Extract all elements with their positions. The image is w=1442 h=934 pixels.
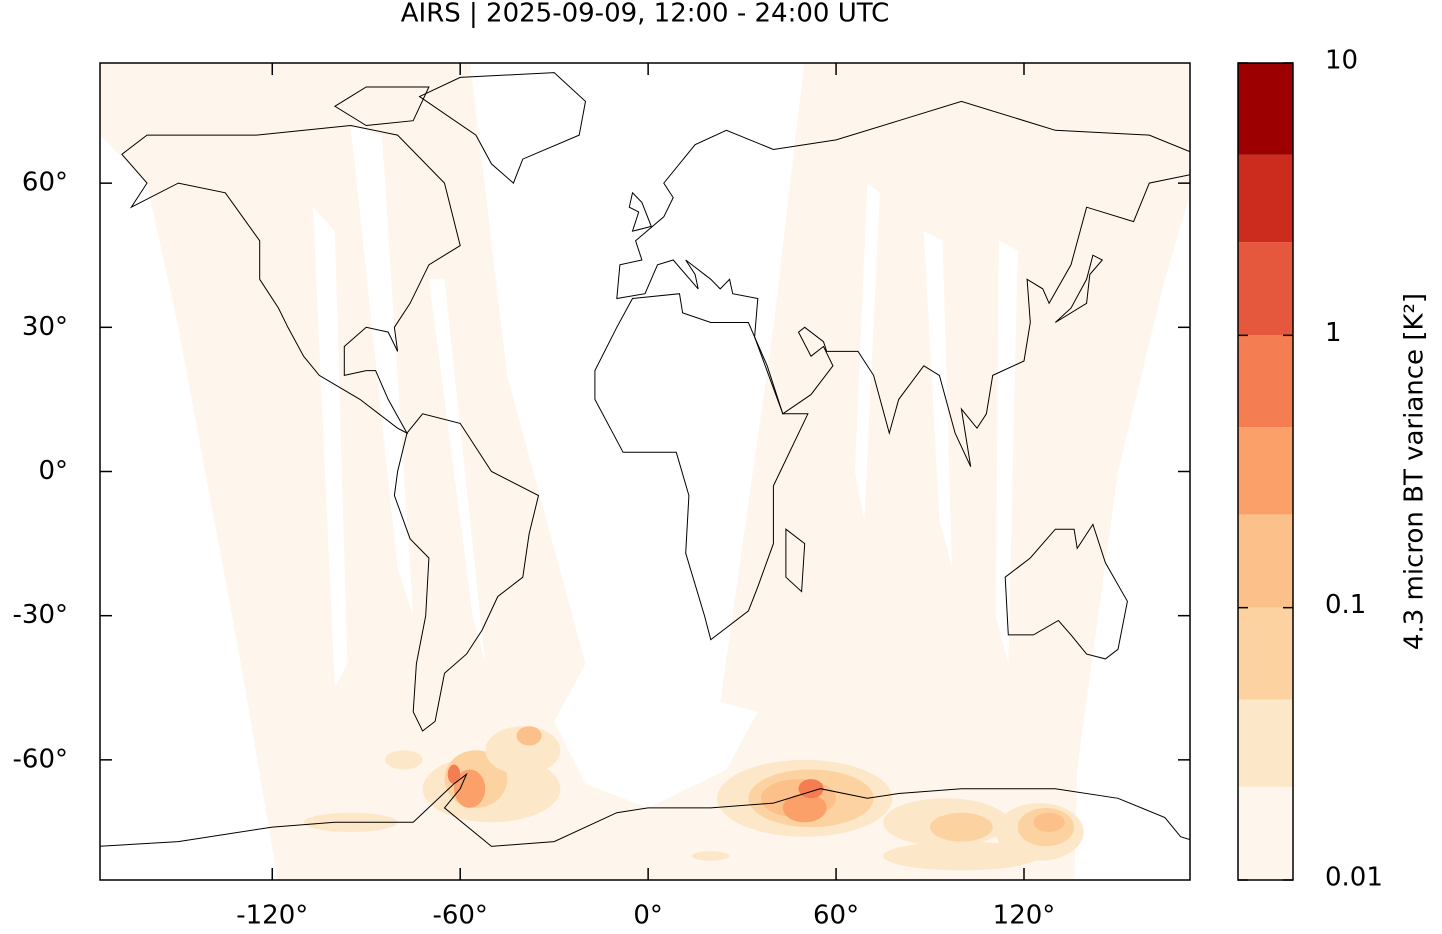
coastline — [418, 72, 587, 184]
coastline — [333, 86, 430, 127]
colorbar-band — [1238, 699, 1293, 787]
coastline — [628, 191, 652, 232]
colorbar-band — [1238, 786, 1293, 880]
colorbar-band — [1238, 242, 1293, 336]
colorbar-band — [1238, 63, 1293, 155]
x-tick-label: -120° — [236, 901, 308, 931]
colorbar-tick-label: 0.01 — [1325, 863, 1383, 893]
colorbar-tick-label: 1 — [1325, 318, 1342, 348]
colorbar-band — [1238, 607, 1293, 700]
coastline — [121, 124, 461, 435]
colorbar-band — [1238, 154, 1293, 243]
x-tick-label: 120° — [993, 901, 1056, 931]
colorbar-label: 4.3 micron BT variance [K²] — [1400, 293, 1430, 650]
variance-patch — [516, 726, 542, 746]
variance-patch — [883, 841, 1040, 871]
colorbar-tick-label: 0.1 — [1325, 590, 1366, 620]
colorbar-band — [1238, 514, 1293, 608]
swath-gap — [470, 63, 805, 808]
swath-gap — [428, 279, 486, 664]
coastline — [100, 772, 1190, 847]
chart-title: AIRS | 2025-09-09, 12:00 - 24:00 UTC — [401, 0, 890, 29]
swath-gap — [100, 63, 278, 880]
y-tick-label: -60° — [13, 744, 68, 774]
variance-patch — [930, 812, 993, 842]
x-tick-label: -60° — [432, 901, 487, 931]
y-tick-label: 30° — [22, 312, 68, 342]
swath-gap — [350, 125, 414, 616]
x-tick-label: 0° — [633, 901, 663, 931]
coastline — [785, 528, 806, 593]
variance-patch — [782, 793, 827, 823]
colorbar-tick-label: 10 — [1325, 46, 1358, 76]
coastline — [1054, 254, 1104, 323]
map-layer — [100, 63, 1190, 880]
coastline — [393, 413, 540, 732]
variance-patch — [447, 764, 461, 784]
swath-gap — [313, 207, 348, 688]
swath-gap — [995, 240, 1018, 664]
coastline — [616, 100, 1190, 467]
colorbar-band — [1238, 335, 1293, 428]
swath-gap — [1074, 193, 1190, 880]
swath-gap — [923, 231, 952, 568]
y-tick-label: 60° — [22, 168, 68, 198]
colorbar-band — [1238, 427, 1293, 515]
variance-patch — [485, 726, 561, 775]
x-tick-label: 60° — [813, 901, 859, 931]
coastline — [594, 293, 809, 641]
variance-patch — [453, 769, 486, 808]
swath-gap — [854, 183, 880, 520]
variance-patch — [1033, 812, 1065, 832]
coastline — [1004, 523, 1128, 660]
y-tick-label: 0° — [38, 456, 68, 486]
variance-patch — [691, 851, 730, 861]
variance-patch — [385, 750, 423, 770]
colorbar-frame — [1237, 62, 1294, 881]
y-tick-label: -30° — [13, 600, 68, 630]
